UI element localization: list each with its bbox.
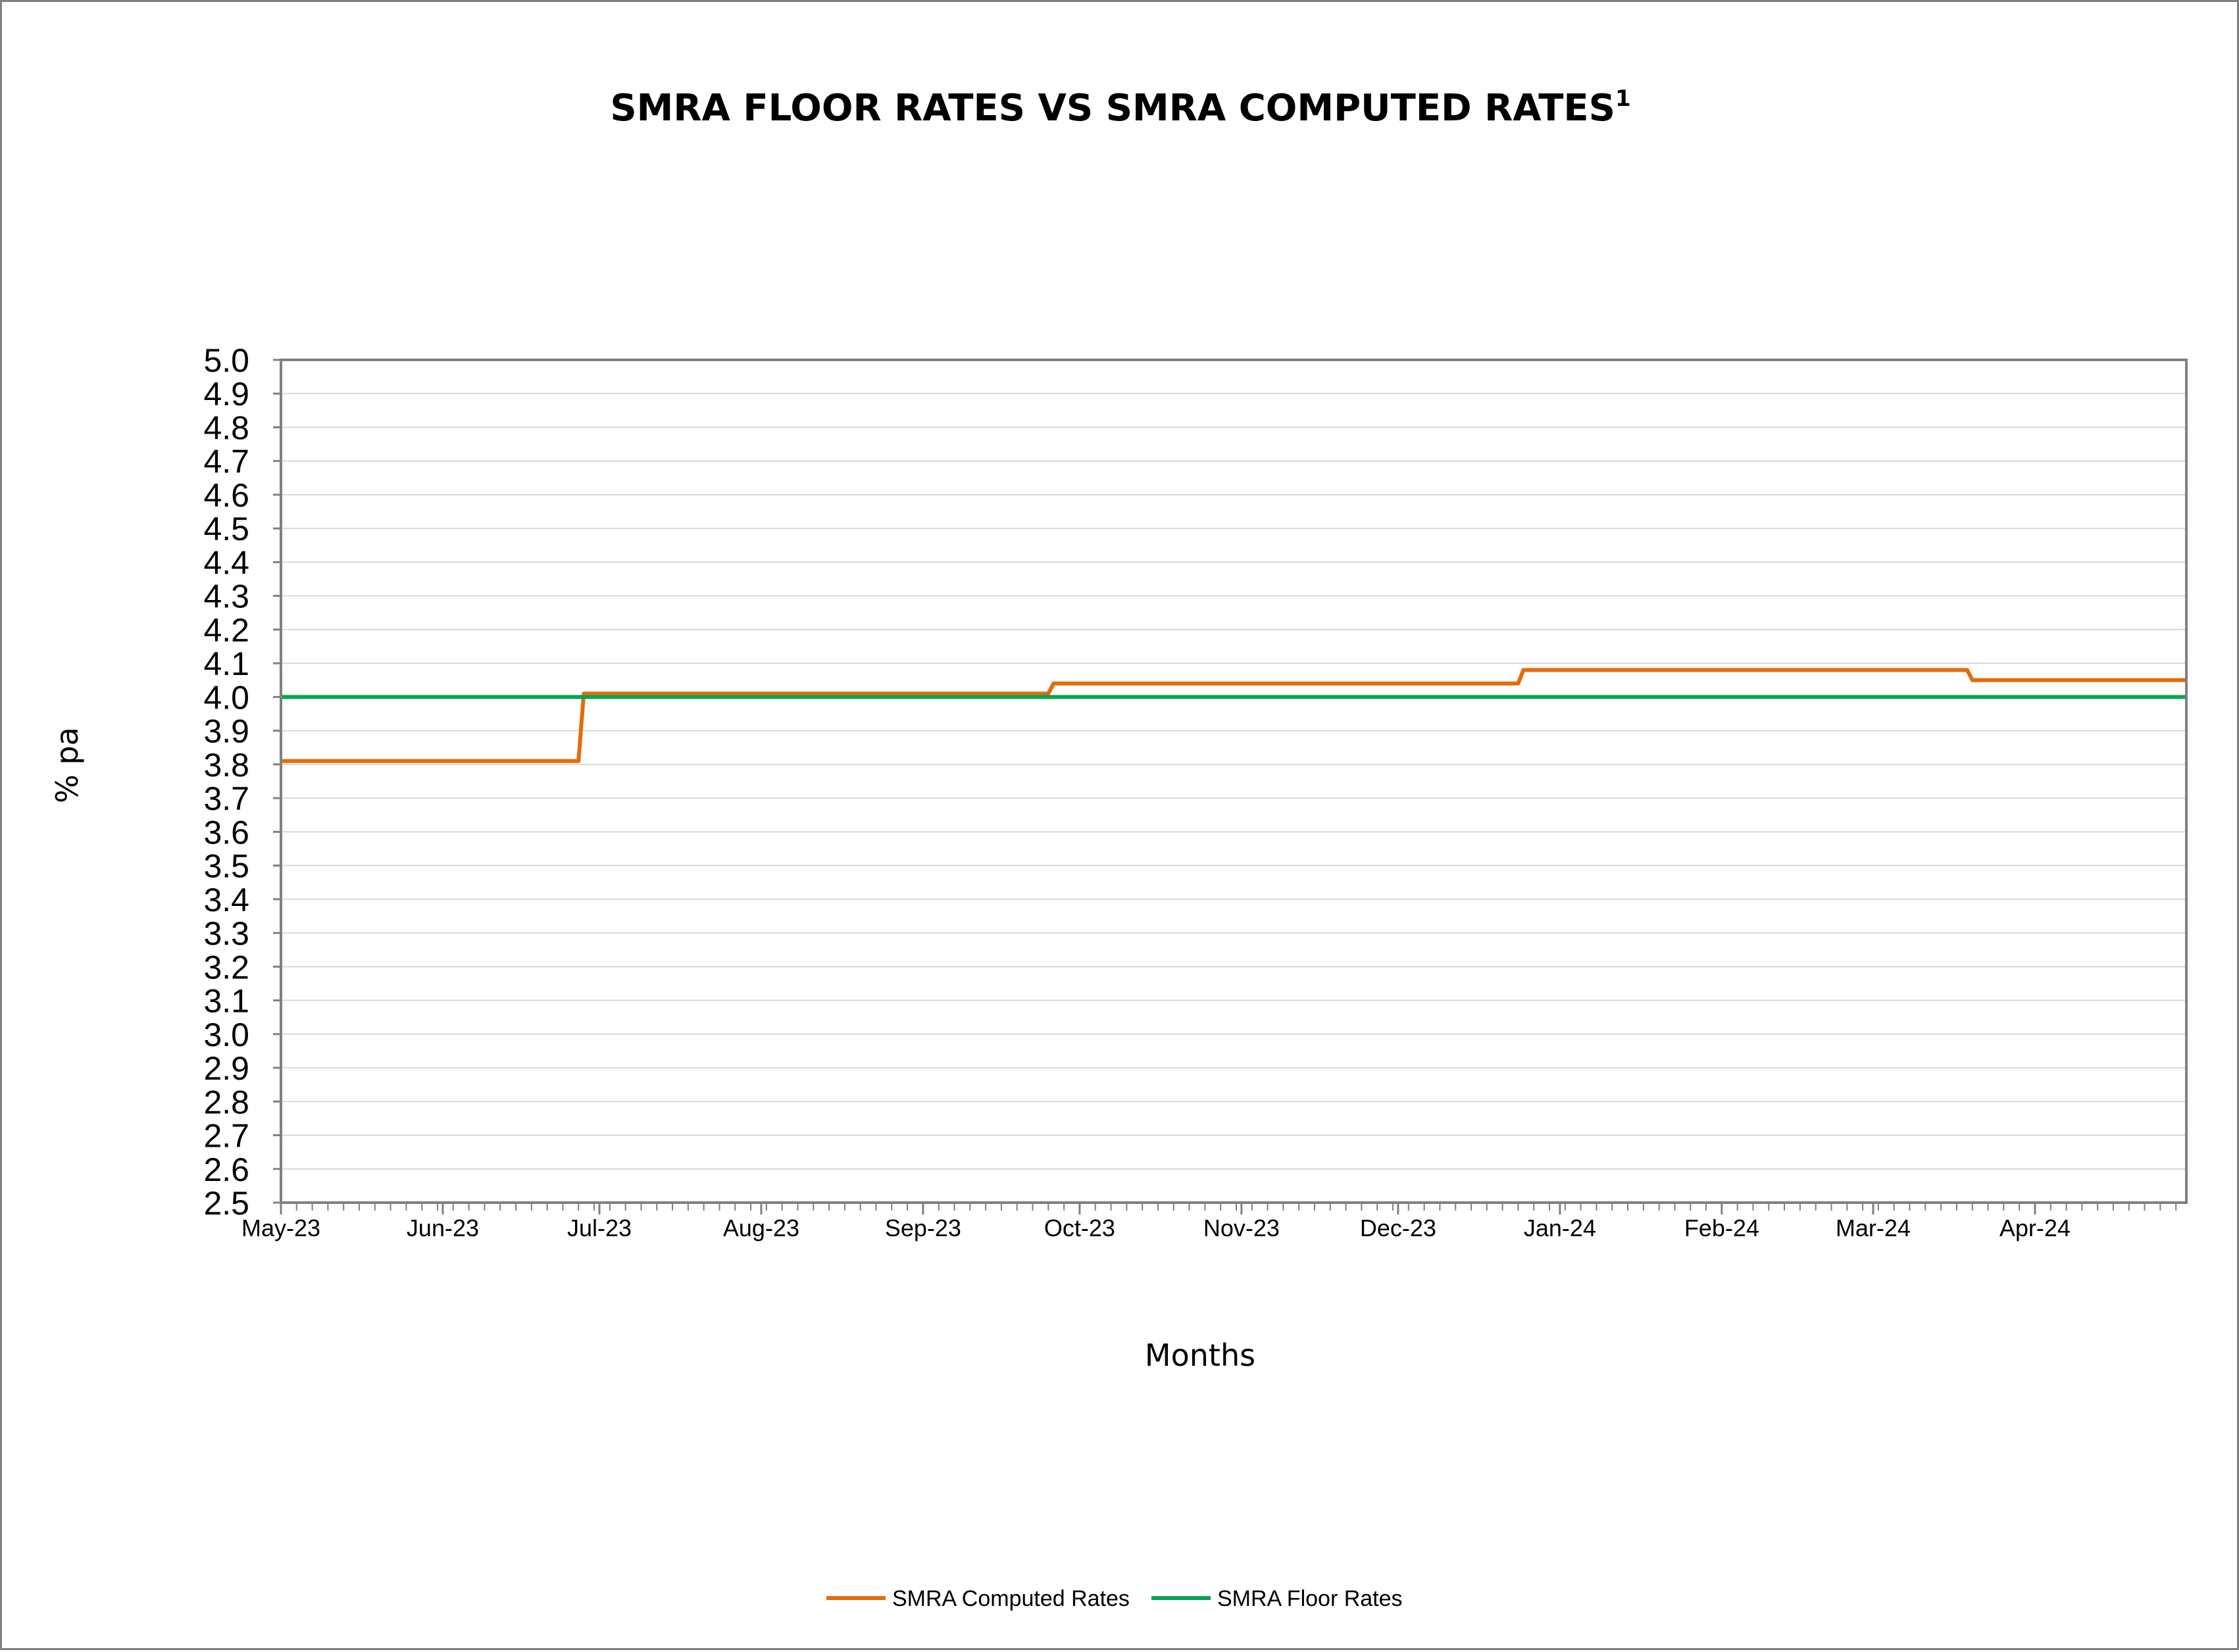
y-tick-label: 4.5 <box>203 511 249 547</box>
y-tick-label: 3.7 <box>203 780 249 817</box>
y-tick-label: 3.2 <box>203 949 249 986</box>
chart-title-superscript: 1 <box>1615 86 1631 112</box>
plot-border <box>280 359 2188 1204</box>
x-axis-label: Months <box>1145 1338 1255 1373</box>
x-tick-label: Jun-23 <box>407 1214 479 1241</box>
plot-area <box>281 360 2186 1203</box>
x-tick-label: Oct-23 <box>1044 1214 1115 1241</box>
y-tick-label: 3.3 <box>203 915 249 952</box>
series-layer <box>281 668 2186 763</box>
x-tick-labels: May-23 Jun-23 Jul-23 Aug-23 Sep-23 Oct-23 Nov-… <box>241 1203 2071 1241</box>
y-tick-label: 2.9 <box>203 1050 249 1087</box>
y-tick-label: 3.0 <box>203 1016 249 1053</box>
x-tick-label: Apr-24 <box>2000 1214 2071 1241</box>
y-tick-label: 3.4 <box>203 882 249 918</box>
y-tick-label: 4.3 <box>203 578 249 615</box>
y-tick-label: 2.6 <box>203 1151 249 1188</box>
y-tick-label: 4.6 <box>203 477 249 514</box>
chart-title: SMRA FLOOR RATES VS SMRA COMPUTED RATES1 <box>610 86 1630 130</box>
y-tick-label: 4.7 <box>203 443 249 480</box>
y-tick-label: 4.0 <box>203 679 249 716</box>
y-tick-label: 4.8 <box>203 409 249 446</box>
x-tick-label: Aug-23 <box>723 1214 799 1241</box>
plot-background <box>281 360 2186 1203</box>
y-tick-label: 3.5 <box>203 848 249 885</box>
y-axis-label: % pa <box>49 727 85 803</box>
y-tick-label: 5.0 <box>203 342 249 379</box>
y-tick-labels: 5.04.94.84.74.64.54.44.34.24.14.03.93.83… <box>203 342 249 1222</box>
y-tick-label: 4.2 <box>203 612 249 649</box>
legend-label: SMRA Computed Rates <box>892 1586 1130 1611</box>
x-tick-label: Dec-23 <box>1360 1214 1436 1241</box>
series-line-computed-rates <box>281 668 2186 763</box>
y-tick-label: 2.8 <box>203 1084 249 1120</box>
axes <box>280 359 2188 1204</box>
y-tick-label: 3.9 <box>203 713 249 750</box>
y-tick-label: 3.1 <box>203 983 249 1020</box>
y-tick-label: 4.4 <box>203 544 249 581</box>
y-tick-label: 3.8 <box>203 747 249 784</box>
y-tick-label: 4.9 <box>203 376 249 413</box>
y-tick-label: 2.5 <box>203 1185 249 1222</box>
x-tick-label: Nov-23 <box>1203 1214 1280 1241</box>
y-tick-label: 2.7 <box>203 1118 249 1155</box>
x-tick-label: Mar-24 <box>1836 1214 1911 1241</box>
y-tick-label: 3.6 <box>203 814 249 851</box>
legend-label: SMRA Floor Rates <box>1217 1586 1403 1611</box>
x-tick-label: Jan-24 <box>1524 1214 1596 1241</box>
legend: SMRA Computed Rates SMRA Floor Rates <box>826 1586 1403 1611</box>
x-tick-label: Jul-23 <box>567 1214 632 1241</box>
x-tick-label: May-23 <box>241 1214 320 1241</box>
x-tick-label: Feb-24 <box>1684 1214 1759 1241</box>
x-tick-label: Sep-23 <box>885 1214 961 1241</box>
chart-title-text: SMRA FLOOR RATES VS SMRA COMPUTED RATES <box>610 87 1615 130</box>
y-tick-label: 4.1 <box>203 645 249 682</box>
